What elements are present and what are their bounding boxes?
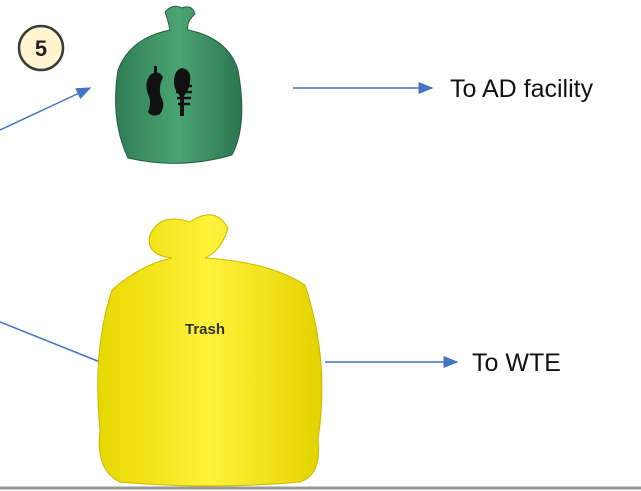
green-bag <box>116 6 242 163</box>
bag-label: Trash <box>185 321 225 338</box>
destination-label: To WTE <box>472 349 561 377</box>
destination-label: To AD facility <box>450 75 594 103</box>
step-badge: 5 <box>19 26 63 70</box>
diagram: 5 To AD facility Trash To WTE <box>0 0 641 491</box>
arrow <box>0 322 100 362</box>
yellow-bag: Trash <box>98 215 322 486</box>
badge-number: 5 <box>35 36 47 61</box>
arrow <box>0 88 90 130</box>
